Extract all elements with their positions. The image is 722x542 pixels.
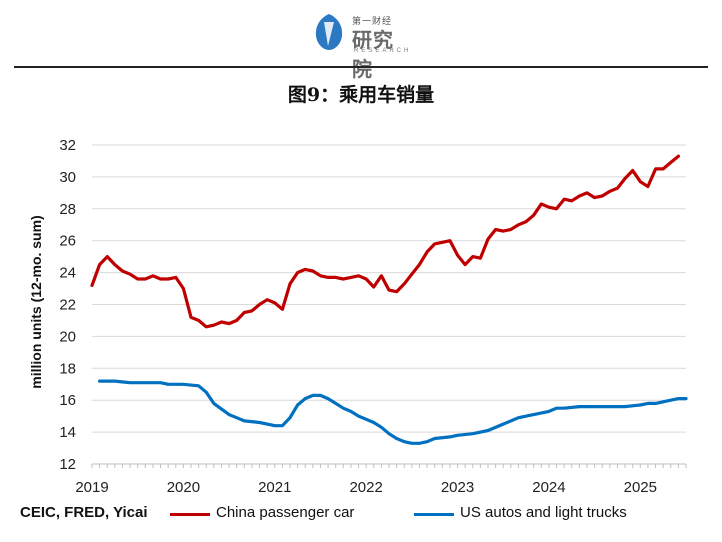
series-line-us [98, 379, 688, 445]
legend-swatch-china [170, 513, 210, 516]
x-tick-label-2022: 2022 [349, 479, 382, 496]
y-tick-label-32: 32 [59, 137, 76, 154]
figure-title: 图9：乘用车销量 [287, 84, 435, 106]
x-tick-label-2021: 2021 [258, 479, 291, 496]
y-tick-label-22: 22 [59, 297, 76, 314]
series-line-china [90, 154, 680, 329]
logo-small-text: 第一财经 [352, 16, 393, 26]
series-lines [90, 154, 688, 445]
y-axis-title: million units (12-mo. sum) [28, 215, 44, 388]
y-tick-label-12: 12 [59, 456, 76, 473]
x-tick-label-2019: 2019 [75, 479, 108, 496]
brand-logo: 第一财经 研究院 RESEARCH [312, 10, 412, 81]
header-rule [14, 66, 708, 68]
y-tick-label-30: 30 [59, 169, 76, 186]
y-tick-label-20: 20 [59, 328, 76, 345]
logo-main-text: 研究院 [352, 28, 394, 81]
y-tick-labels: 12 14 16 18 20 22 24 26 28 30 32 [59, 137, 76, 473]
legend-label-us: US autos and light trucks [460, 504, 627, 521]
x-axis [91, 463, 687, 468]
legend-swatch-us [414, 513, 454, 516]
source-note: CEIC, FRED, Yicai [20, 504, 148, 521]
report-header: 第一财经 研究院 RESEARCH [0, 0, 722, 81]
legend-label-china: China passenger car [216, 504, 355, 521]
gridlines [92, 144, 686, 465]
logo-sub-text: RESEARCH [354, 48, 412, 54]
chart-legend: CEIC, FRED, Yicai China passenger car US… [0, 500, 722, 526]
y-tick-label-28: 28 [59, 201, 76, 218]
x-tick-label-2025: 2025 [624, 479, 657, 496]
x-tick-labels: 2019 2020 2021 2022 2023 2024 2025 [75, 479, 657, 496]
y-tick-label-16: 16 [59, 392, 76, 409]
logo-emblem-icon [315, 14, 343, 50]
y-tick-label-26: 26 [59, 233, 76, 250]
y-tick-label-24: 24 [59, 265, 76, 282]
y-tick-label-18: 18 [59, 360, 76, 377]
x-tick-label-2020: 2020 [167, 479, 200, 496]
y-tick-label-14: 14 [59, 424, 76, 441]
x-tick-label-2024: 2024 [532, 479, 565, 496]
x-tick-label-2023: 2023 [441, 479, 474, 496]
